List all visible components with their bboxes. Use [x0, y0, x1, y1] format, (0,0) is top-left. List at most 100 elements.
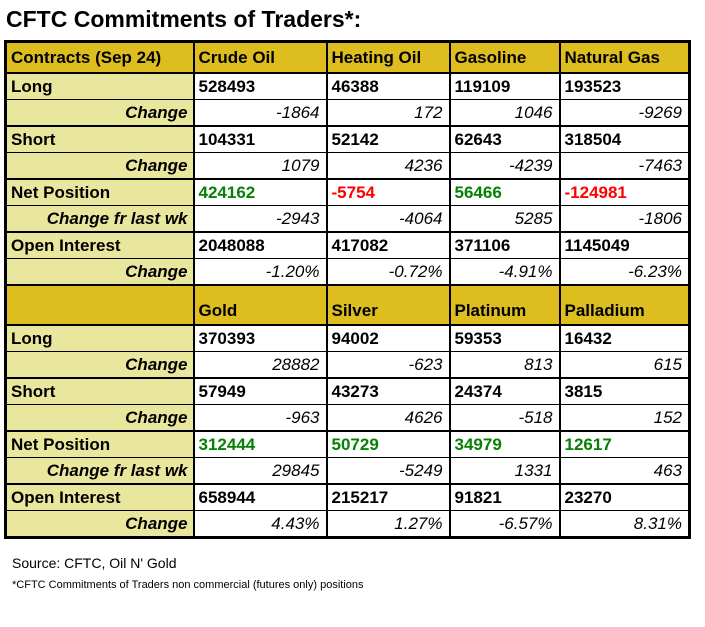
- table-row-short: Short 104331 52142 62643 318504: [4, 126, 691, 153]
- value-cell: 12617: [558, 431, 691, 458]
- value-cell: 91821: [448, 484, 561, 511]
- value-cell: 50729: [325, 431, 451, 458]
- table-row-short-change: Change -963 4626 -518 152: [4, 404, 691, 432]
- metals-section: Gold Silver Platinum Palladium Long 3703…: [4, 285, 691, 539]
- value-cell: 62643: [448, 126, 561, 153]
- row-label-cell: Open Interest: [4, 484, 195, 511]
- row-label-cell: Change fr last wk: [4, 205, 195, 233]
- table-row-open-interest: Open Interest 2048088 417082 371106 1145…: [4, 232, 691, 259]
- row-label-cell: Short: [4, 378, 195, 405]
- table-row-net-change: Change fr last wk 29845 -5249 1331 463: [4, 457, 691, 485]
- table-row-net-position: Net Position 424162 -5754 56466 -124981: [4, 179, 691, 206]
- value-cell: -518: [448, 404, 561, 432]
- value-cell: 56466: [448, 179, 561, 206]
- value-cell: 59353: [448, 325, 561, 352]
- value-cell: 24374: [448, 378, 561, 405]
- value-cell: -5249: [325, 457, 451, 485]
- value-cell: 417082: [325, 232, 451, 259]
- value-cell: -2943: [192, 205, 328, 233]
- value-cell: 658944: [192, 484, 328, 511]
- value-cell: -1806: [558, 205, 691, 233]
- column-header-silver: Silver: [325, 285, 451, 326]
- table-row-long-change: Change -1864 172 1046 -9269: [4, 99, 691, 127]
- value-cell: -623: [325, 351, 451, 379]
- value-cell: 94002: [325, 325, 451, 352]
- row-label-cell: Change: [4, 351, 195, 379]
- footnote: *CFTC Commitments of Traders non commerc…: [12, 579, 364, 591]
- row-label-cell: Change fr last wk: [4, 457, 195, 485]
- row-label-cell: Net Position: [4, 431, 195, 458]
- table-row-long-change: Change 28882 -623 813 615: [4, 351, 691, 379]
- value-cell: -1.20%: [192, 258, 328, 286]
- value-cell: -4.91%: [448, 258, 561, 286]
- cot-table: Contracts (Sep 24) Crude Oil Heating Oil…: [4, 40, 691, 539]
- value-cell: 57949: [192, 378, 328, 405]
- value-cell: 2048088: [192, 232, 328, 259]
- table-row-open-interest-change: Change -1.20% -0.72% -4.91% -6.23%: [4, 258, 691, 286]
- row-label-cell: Long: [4, 73, 195, 100]
- column-header-platinum: Platinum: [448, 285, 561, 326]
- value-cell: 52142: [325, 126, 451, 153]
- value-cell: 371106: [448, 232, 561, 259]
- row-label-cell: Change: [4, 152, 195, 180]
- column-header-natural-gas: Natural Gas: [558, 41, 691, 74]
- value-cell: 3815: [558, 378, 691, 405]
- value-cell: 1079: [192, 152, 328, 180]
- corner-header-cell: [4, 285, 195, 326]
- value-cell: 424162: [192, 179, 328, 206]
- value-cell: 370393: [192, 325, 328, 352]
- value-cell: 312444: [192, 431, 328, 458]
- table-row-long: Long 528493 46388 119109 193523: [4, 73, 691, 100]
- value-cell: 5285: [448, 205, 561, 233]
- value-cell: 152: [558, 404, 691, 432]
- column-header-crude-oil: Crude Oil: [192, 41, 328, 74]
- column-header-gasoline: Gasoline: [448, 41, 561, 74]
- value-cell: 215217: [325, 484, 451, 511]
- value-cell: -6.57%: [448, 510, 561, 539]
- value-cell: 28882: [192, 351, 328, 379]
- table-row-open-interest-change: Change 4.43% 1.27% -6.57% 8.31%: [4, 510, 691, 539]
- value-cell: 1.27%: [325, 510, 451, 539]
- value-cell: -0.72%: [325, 258, 451, 286]
- value-cell: 463: [558, 457, 691, 485]
- value-cell: -4064: [325, 205, 451, 233]
- row-label-cell: Change: [4, 258, 195, 286]
- value-cell: -5754: [325, 179, 451, 206]
- table-row-open-interest: Open Interest 658944 215217 91821 23270: [4, 484, 691, 511]
- column-header-gold: Gold: [192, 285, 328, 326]
- row-label-cell: Open Interest: [4, 232, 195, 259]
- row-label-cell: Change: [4, 404, 195, 432]
- value-cell: 34979: [448, 431, 561, 458]
- value-cell: 615: [558, 351, 691, 379]
- value-cell: 119109: [448, 73, 561, 100]
- value-cell: 23270: [558, 484, 691, 511]
- value-cell: 4.43%: [192, 510, 328, 539]
- source-line: Source: CFTC, Oil N' Gold: [12, 555, 177, 571]
- value-cell: 4626: [325, 404, 451, 432]
- value-cell: -6.23%: [558, 258, 691, 286]
- value-cell: 43273: [325, 378, 451, 405]
- value-cell: 528493: [192, 73, 328, 100]
- value-cell: -4239: [448, 152, 561, 180]
- value-cell: -7463: [558, 152, 691, 180]
- value-cell: 193523: [558, 73, 691, 100]
- row-label-cell: Net Position: [4, 179, 195, 206]
- table-header-row-metals: Gold Silver Platinum Palladium: [4, 285, 691, 326]
- row-label-cell: Change: [4, 99, 195, 127]
- value-cell: 1046: [448, 99, 561, 127]
- column-header-heating-oil: Heating Oil: [325, 41, 451, 74]
- row-label-cell: Long: [4, 325, 195, 352]
- value-cell: 4236: [325, 152, 451, 180]
- table-row-long: Long 370393 94002 59353 16432: [4, 325, 691, 352]
- row-label-cell: Change: [4, 510, 195, 539]
- value-cell: 29845: [192, 457, 328, 485]
- page-title: CFTC Commitments of Traders*:: [6, 6, 362, 32]
- value-cell: 318504: [558, 126, 691, 153]
- value-cell: -1864: [192, 99, 328, 127]
- value-cell: -963: [192, 404, 328, 432]
- table-row-short: Short 57949 43273 24374 3815: [4, 378, 691, 405]
- column-header-palladium: Palladium: [558, 285, 691, 326]
- table-row-net-change: Change fr last wk -2943 -4064 5285 -1806: [4, 205, 691, 233]
- value-cell: 16432: [558, 325, 691, 352]
- value-cell: 172: [325, 99, 451, 127]
